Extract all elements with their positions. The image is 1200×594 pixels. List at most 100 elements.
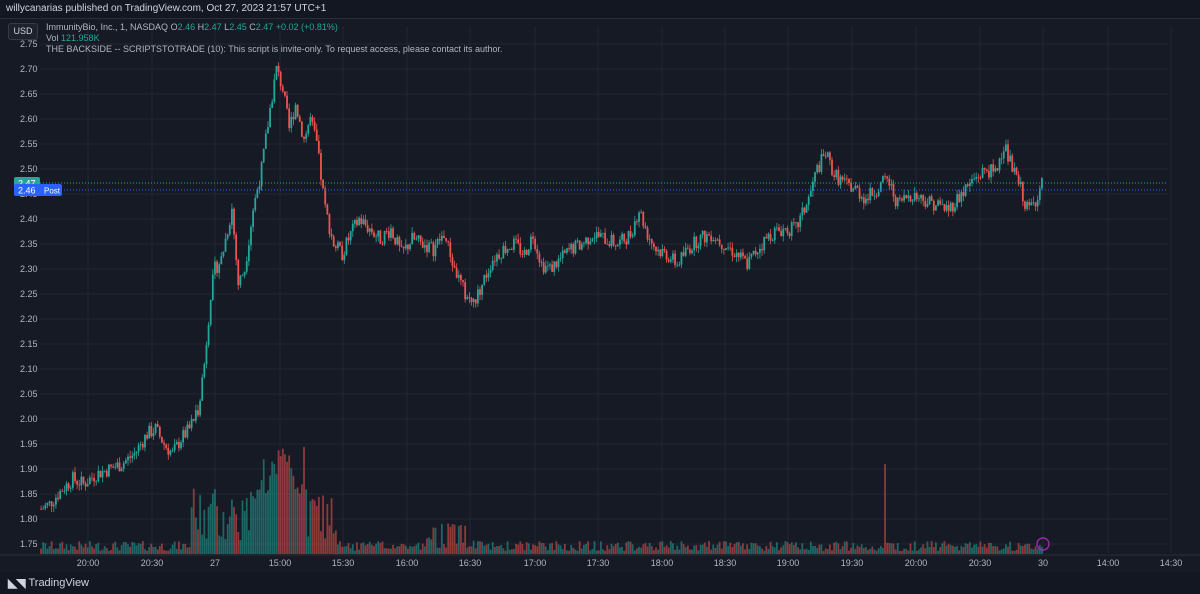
candle-body [708, 234, 710, 236]
volume-bar [1007, 546, 1009, 554]
candle-body [468, 297, 471, 298]
candle-body [300, 121, 303, 137]
volume-bar [587, 541, 590, 554]
volume-bar [432, 527, 435, 554]
tradingview-logo[interactable]: ◣◥ TradingView [8, 576, 89, 590]
volume-bar [973, 544, 975, 554]
volume-bar [913, 541, 916, 554]
candle-body [655, 246, 657, 252]
volume-bar [633, 550, 636, 554]
candle-body [133, 453, 136, 456]
volume-bar [184, 543, 187, 554]
volume-bar [739, 545, 742, 554]
post-tag-label: Post [44, 187, 61, 196]
volume-bar [1024, 544, 1026, 554]
volume-bar [667, 547, 670, 554]
candle-body [1015, 167, 1018, 175]
volume-bar [309, 501, 312, 554]
legend-indicator[interactable]: THE BACKSIDE -- SCRIPTSTOTRADE (10): Thi… [46, 44, 503, 54]
volume-bar [977, 546, 980, 554]
volume-bar [231, 499, 233, 554]
volume-bar [383, 548, 386, 554]
candle-body [960, 192, 963, 202]
volume-bar [960, 545, 963, 554]
volume-bar [708, 541, 710, 554]
candle-body [1009, 155, 1012, 162]
candle-body [491, 260, 494, 270]
volume-bar [837, 543, 840, 554]
volume-bar [197, 529, 199, 554]
y-tick-label: 1.80 [20, 514, 38, 524]
volume-bar [273, 464, 276, 554]
y-tick-label: 1.75 [20, 539, 38, 549]
volume-bar [765, 546, 768, 554]
candle-body [428, 242, 431, 252]
candle-body [983, 167, 986, 170]
candle-body [875, 195, 878, 197]
volume-bar [941, 543, 944, 554]
candle-body [606, 243, 609, 245]
currency-button[interactable]: USD [8, 23, 38, 40]
candle-body [296, 104, 299, 117]
volume-bar [593, 541, 596, 554]
volume-bar [464, 525, 467, 554]
volume-bar [983, 544, 986, 554]
volume-bar [286, 461, 288, 554]
candle-body [46, 502, 49, 506]
candle-body [483, 275, 486, 285]
candle-body [739, 252, 742, 258]
candle-body [583, 243, 585, 245]
candle-body [792, 222, 795, 224]
candle-body [657, 249, 660, 252]
candle-body [814, 172, 816, 182]
volume-bar [968, 542, 971, 554]
candle-body [110, 464, 112, 467]
candle-body [307, 125, 310, 134]
volume-bar [80, 544, 83, 554]
candle-body [527, 249, 530, 255]
candle-body [729, 247, 732, 249]
candle-body [415, 238, 418, 240]
candle-body [856, 185, 859, 188]
legend-symbol[interactable]: ImmunityBio, Inc., 1, NASDAQ [46, 22, 169, 32]
volume-bar [992, 546, 995, 554]
candle-body [161, 436, 163, 443]
candle-body [385, 231, 388, 232]
candle-body [996, 168, 999, 171]
candle-body [686, 247, 689, 249]
candle-body [722, 248, 725, 251]
volume-bar [903, 548, 906, 554]
volume-bar [890, 543, 893, 554]
candle-body [42, 508, 45, 510]
volume-bar [205, 538, 208, 554]
candle-body [457, 274, 460, 278]
candle-body [50, 501, 53, 507]
volume-bar [672, 543, 674, 554]
candle-body [966, 184, 969, 186]
volume-bar [493, 546, 496, 554]
volume-bar [697, 550, 700, 554]
volume-bar [850, 547, 852, 554]
volume-bar [619, 547, 621, 554]
price-chart[interactable]: 2.75 2.70 2.65 2.60 2.55 2.50 2.45 2.40 2.35 2.30… [0, 18, 1200, 572]
candle-body [848, 179, 850, 184]
volume-bar [402, 544, 405, 554]
volume-bar [525, 542, 528, 554]
candle-body [886, 176, 889, 179]
candle-body [345, 237, 348, 255]
volume-bar [110, 549, 112, 554]
volume-bar [996, 546, 999, 554]
volume-bar [909, 543, 912, 554]
candle-body [544, 265, 547, 273]
volume-bar [854, 548, 857, 554]
volume-bar [500, 545, 503, 554]
candle-body [954, 207, 956, 212]
candle-body [568, 248, 570, 250]
candle-body [366, 224, 369, 232]
volume-bar [74, 546, 76, 554]
volume-bar [945, 545, 948, 554]
candle-body [529, 236, 532, 250]
volume-bar [871, 546, 874, 554]
volume-bar [725, 541, 727, 554]
candle-body [40, 509, 42, 510]
